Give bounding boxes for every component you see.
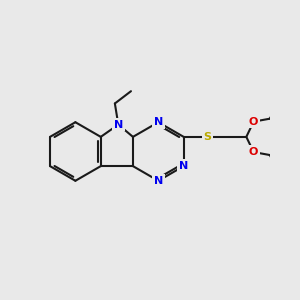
Text: N: N	[179, 161, 188, 171]
Text: O: O	[249, 147, 258, 157]
Text: N: N	[154, 176, 163, 186]
Text: O: O	[249, 117, 258, 127]
Text: S: S	[204, 132, 212, 142]
Text: N: N	[114, 120, 123, 130]
Text: N: N	[154, 117, 163, 127]
